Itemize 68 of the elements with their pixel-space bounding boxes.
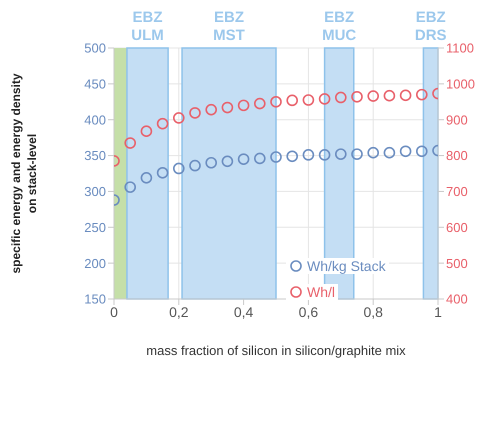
point bbox=[205, 104, 217, 116]
point bbox=[400, 90, 412, 102]
point bbox=[318, 149, 330, 161]
band-label: EBZ MUC bbox=[322, 9, 356, 44]
point bbox=[140, 172, 152, 184]
y-tick-label: 150 bbox=[84, 292, 106, 307]
x-axis-title: mass fraction of silicon in silicon/graphite mix bbox=[146, 343, 406, 358]
x-tick-label: 0,4 bbox=[234, 304, 254, 320]
point bbox=[254, 98, 266, 110]
y-tick-label: 350 bbox=[84, 148, 106, 164]
point bbox=[189, 160, 201, 172]
point bbox=[205, 156, 217, 169]
point bbox=[173, 112, 185, 124]
y-tick-label: 200 bbox=[84, 256, 106, 271]
y-tick-label: 300 bbox=[84, 184, 106, 200]
y2-tick-label: 1100 bbox=[446, 40, 474, 56]
x-tick-label: 0,6 bbox=[298, 304, 318, 320]
x-tick-label: 0 bbox=[110, 304, 118, 320]
point bbox=[156, 166, 168, 179]
x-tick-label: 1 bbox=[434, 304, 442, 320]
y2-tick-label: 1000 bbox=[446, 76, 475, 92]
y2-tick-label: 500 bbox=[446, 256, 468, 271]
band-label: EBZ ULM bbox=[131, 9, 164, 44]
point bbox=[238, 153, 250, 165]
point bbox=[384, 90, 396, 102]
point bbox=[367, 90, 379, 102]
point bbox=[140, 125, 152, 137]
y-tick-label: 450 bbox=[84, 76, 106, 92]
x-tick-label: 0,2 bbox=[169, 304, 189, 320]
x-tick-label: 0,8 bbox=[363, 304, 384, 320]
point bbox=[222, 102, 234, 114]
point bbox=[318, 93, 330, 105]
band-label: EBZ DRS bbox=[414, 9, 447, 44]
point bbox=[384, 146, 396, 159]
y-tick-label: 400 bbox=[84, 112, 106, 128]
y-axis-title: specific energy and energy density on stack-level bbox=[9, 73, 39, 274]
y2-tick-label: 400 bbox=[446, 292, 468, 307]
legend-label: Wh/l bbox=[307, 284, 335, 300]
point bbox=[302, 94, 314, 106]
y2-tick-label: 900 bbox=[446, 112, 468, 128]
point bbox=[173, 162, 185, 174]
point bbox=[335, 148, 347, 160]
point bbox=[238, 100, 250, 112]
point bbox=[270, 151, 282, 163]
point bbox=[124, 181, 136, 193]
point bbox=[416, 88, 428, 100]
point bbox=[351, 90, 363, 103]
point bbox=[335, 92, 347, 104]
point bbox=[156, 118, 168, 130]
point bbox=[124, 137, 136, 149]
legend-label: Wh/kg Stack bbox=[307, 258, 386, 274]
y2-tick-label: 600 bbox=[446, 220, 468, 235]
y2-tick-label: 800 bbox=[446, 148, 468, 164]
point bbox=[189, 107, 201, 119]
point bbox=[270, 96, 282, 108]
point bbox=[254, 152, 266, 164]
y2-tick-label: 700 bbox=[446, 184, 468, 200]
point bbox=[286, 94, 298, 106]
y-tick-label: 500 bbox=[84, 40, 106, 56]
point bbox=[400, 145, 412, 158]
point bbox=[286, 150, 298, 162]
y-tick-label: 250 bbox=[84, 220, 106, 235]
point bbox=[351, 148, 363, 160]
point bbox=[302, 149, 314, 161]
point bbox=[222, 156, 234, 168]
point bbox=[367, 146, 379, 159]
band-label: EBZ MST bbox=[213, 9, 245, 44]
point bbox=[416, 145, 428, 158]
